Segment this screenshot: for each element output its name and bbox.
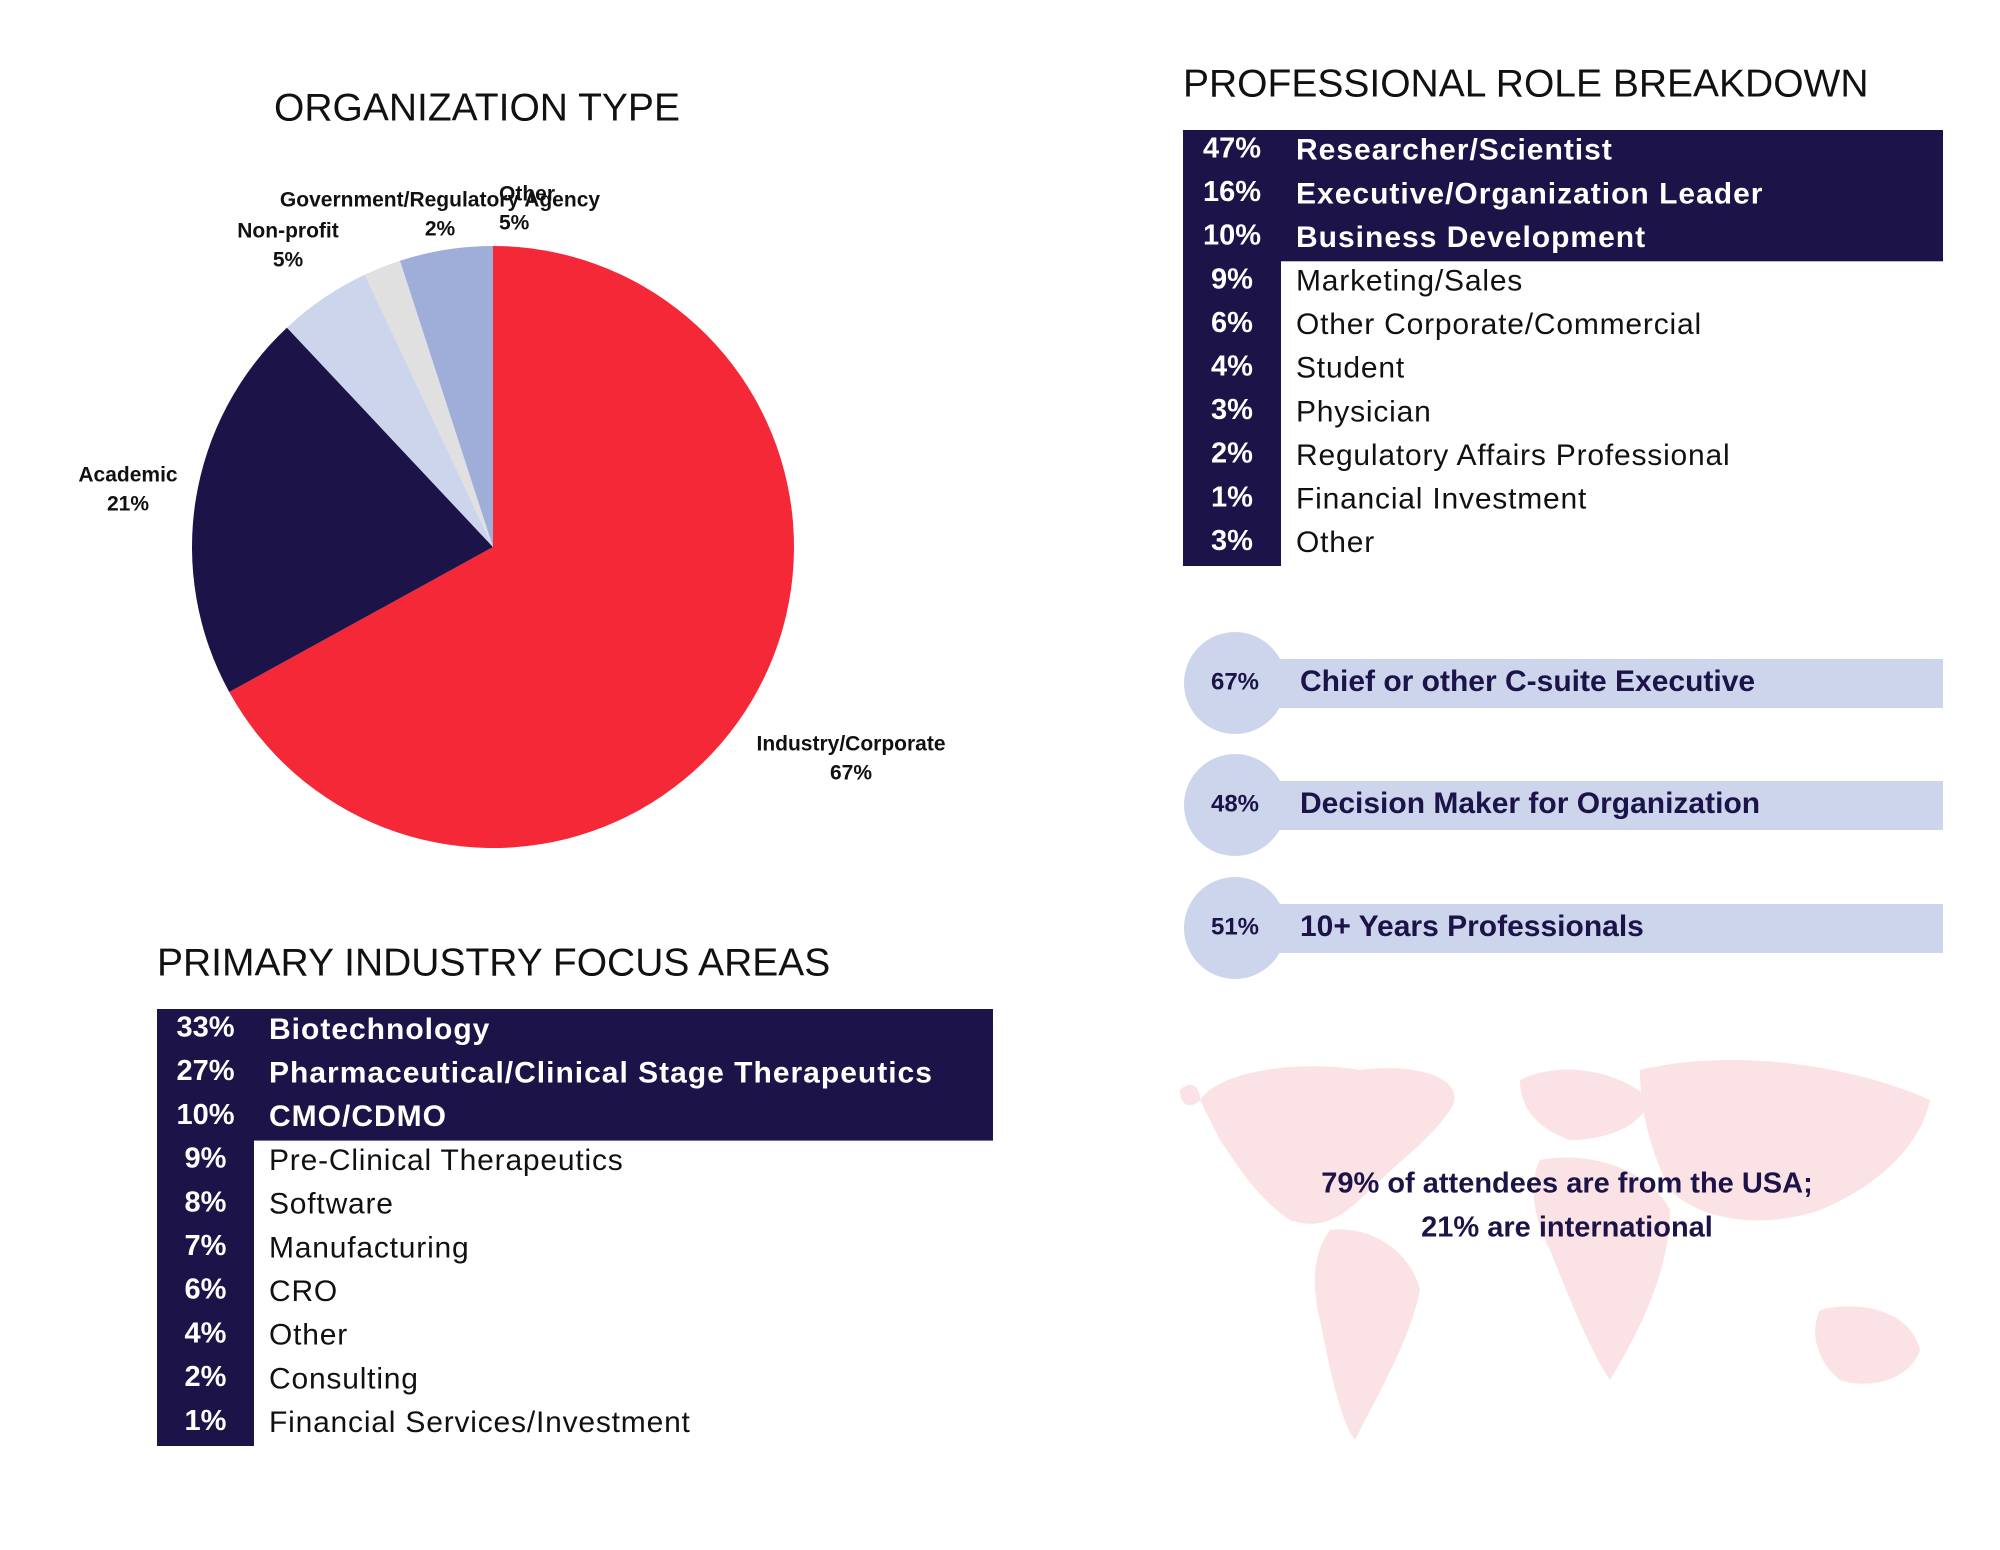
row-percent: 10% — [176, 1099, 234, 1131]
row-label: Marketing/Sales — [1296, 265, 1523, 298]
row-label: Other Corporate/Commercial — [1296, 308, 1702, 341]
highlight-percent: 48% — [1211, 790, 1259, 817]
row-percent: 8% — [185, 1186, 227, 1218]
highlight-circle — [1184, 754, 1286, 856]
row-label: Student — [1296, 352, 1405, 385]
pie-slice — [399, 246, 493, 547]
row-percent: 6% — [185, 1274, 227, 1306]
row-percent: 3% — [1211, 394, 1253, 426]
row-label: Researcher/Scientist — [1296, 134, 1613, 167]
row-percent: 16% — [1203, 176, 1261, 208]
row-label: Consulting — [269, 1362, 419, 1395]
row-label: Executive/Organization Leader — [1296, 177, 1763, 210]
chart-title: ORGANIZATION TYPE — [274, 86, 680, 129]
highlight-row — [1183, 173, 1943, 218]
slice-label: Government/Regulatory Agency — [280, 189, 600, 212]
pie-slice — [229, 246, 794, 848]
row-label: CRO — [269, 1275, 338, 1308]
slice-value-label: 5% — [499, 212, 530, 235]
row-percent: 9% — [185, 1143, 227, 1175]
highlight-bar — [1235, 659, 1943, 708]
row-percent: 2% — [1211, 438, 1253, 470]
row-percent: 47% — [1203, 132, 1261, 164]
highlight-bar — [1235, 904, 1943, 953]
pie-slice — [192, 327, 494, 693]
row-label: Software — [269, 1188, 394, 1221]
row-percent: 1% — [185, 1405, 227, 1437]
row-percent: 27% — [176, 1055, 234, 1087]
row-label: Manufacturing — [269, 1231, 470, 1264]
row-label: Biotechnology — [269, 1013, 490, 1046]
row-label: Physician — [1296, 395, 1432, 428]
row-percent: 4% — [185, 1317, 227, 1349]
row-label: Pharmaceutical/Clinical Stage Therapeuti… — [269, 1056, 933, 1089]
highlight-bar — [1235, 781, 1943, 830]
map-note: 79% of attendees are from the USA; — [1321, 1168, 1813, 1200]
row-percent: 2% — [185, 1361, 227, 1393]
row-percent: 33% — [176, 1012, 234, 1044]
highlight-row — [157, 1096, 993, 1141]
highlight-percent: 51% — [1211, 913, 1259, 940]
highlight-row — [1183, 217, 1943, 262]
slice-label: Academic — [78, 464, 178, 487]
highlight-label: Chief or other C-suite Executive — [1300, 665, 1755, 698]
row-label: Other — [1296, 526, 1375, 559]
highlight-row — [157, 1052, 993, 1097]
highlight-label: Decision Maker for Organization — [1300, 787, 1760, 820]
pie-slice — [286, 274, 493, 547]
section-title: PROFESSIONAL ROLE BREAKDOWN — [1183, 62, 1869, 105]
row-label: CMO/CDMO — [269, 1100, 447, 1133]
map-note: 21% are international — [1421, 1212, 1713, 1244]
row-percent: 10% — [1203, 220, 1261, 252]
world-map — [1180, 1060, 1930, 1440]
row-percent: 6% — [1211, 307, 1253, 339]
row-label: Financial Investment — [1296, 483, 1587, 516]
highlight-circle — [1184, 632, 1286, 734]
slice-value-label: 2% — [425, 218, 456, 241]
row-label: Regulatory Affairs Professional — [1296, 439, 1730, 472]
row-percent: 7% — [185, 1230, 227, 1262]
slice-label: Industry/Corporate — [756, 733, 945, 756]
slice-value-label: 21% — [107, 493, 149, 516]
row-label: Pre-Clinical Therapeutics — [269, 1144, 624, 1177]
highlight-circle — [1184, 877, 1286, 979]
slice-label: Other — [499, 183, 555, 206]
pie-slice — [364, 260, 493, 547]
row-label: Other — [269, 1319, 348, 1352]
row-percent: 3% — [1211, 525, 1253, 557]
slice-value-label: 5% — [273, 249, 304, 272]
slice-value-label: 67% — [830, 762, 872, 785]
row-label: Financial Services/Investment — [269, 1406, 691, 1439]
highlight-label: 10+ Years Professionals — [1300, 910, 1644, 943]
slice-label: Non-profit — [237, 220, 338, 243]
row-label: Business Development — [1296, 221, 1646, 254]
row-percent: 4% — [1211, 350, 1253, 382]
section-title: PRIMARY INDUSTRY FOCUS AREAS — [157, 941, 830, 984]
highlight-percent: 67% — [1211, 668, 1259, 695]
row-percent: 9% — [1211, 263, 1253, 295]
row-percent: 1% — [1211, 481, 1253, 513]
highlight-row — [1183, 130, 1943, 175]
highlight-row — [157, 1009, 993, 1054]
